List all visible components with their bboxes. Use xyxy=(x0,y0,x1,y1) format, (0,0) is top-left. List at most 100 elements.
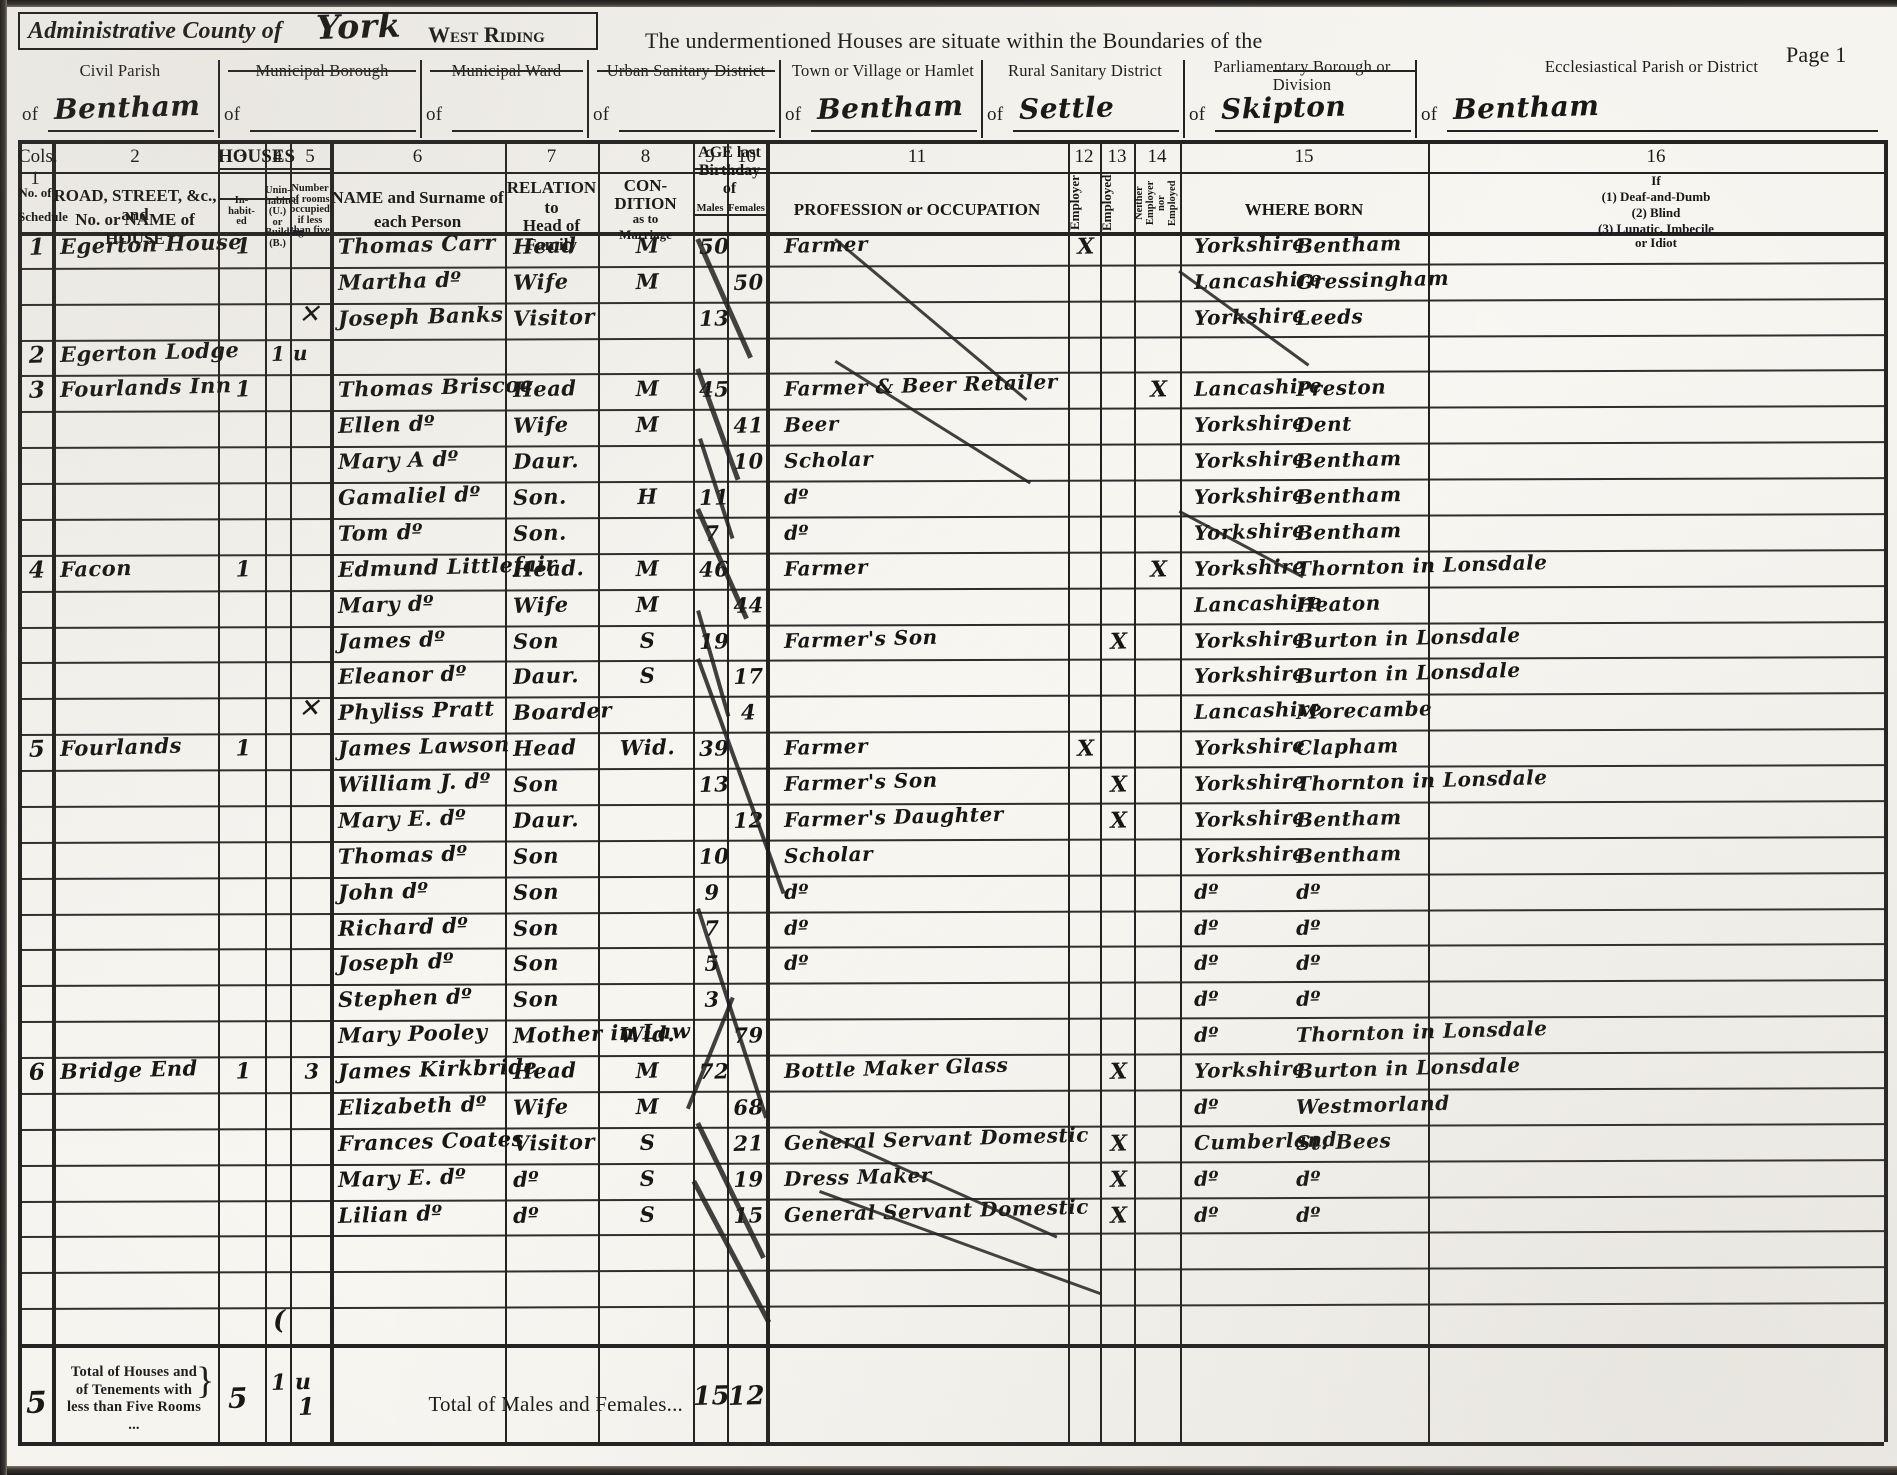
rule-age-underline xyxy=(693,168,766,170)
header-whereborn: WHERE BORN xyxy=(1244,200,1364,219)
column-number: 10 xyxy=(737,146,756,167)
district-label: Civil Parish xyxy=(79,61,161,80)
rule-column xyxy=(1134,140,1136,1442)
district-rule xyxy=(250,130,416,132)
column-number: 2 xyxy=(130,146,140,167)
header-condition: CON- xyxy=(623,176,668,195)
header-condition-3: as to xyxy=(632,211,659,226)
totals-schedule: 5 xyxy=(25,1385,48,1421)
rule-column xyxy=(1428,140,1430,1442)
cell-employed: X xyxy=(1109,771,1129,798)
cell-condition: S xyxy=(639,1201,656,1227)
rule-column xyxy=(693,140,695,1442)
district-value: Skipton xyxy=(1220,89,1347,126)
cell-house: Egerton House xyxy=(59,228,243,259)
cell-condition: M xyxy=(635,411,660,438)
column-number: 16 xyxy=(1646,146,1666,167)
cell-name: John dº xyxy=(337,877,429,905)
rule-column xyxy=(1068,140,1070,1442)
rule-row xyxy=(17,1266,1884,1274)
county-box xyxy=(18,12,598,50)
cell-born-place: Morecambe xyxy=(1295,696,1433,725)
district-divider xyxy=(1183,60,1185,138)
rule-row xyxy=(17,1015,1884,1023)
cell-name: Thomas dº xyxy=(337,840,468,869)
rule-row xyxy=(17,656,1884,664)
district-of: of xyxy=(22,104,39,125)
cell-relation: Mother in Law xyxy=(512,1018,691,1049)
cell-employed: X xyxy=(1109,1201,1129,1229)
column-number: 13 xyxy=(1107,146,1127,167)
cell-name: Frances Coates xyxy=(337,1125,525,1156)
cell-condition: M xyxy=(635,1057,660,1084)
cell-schedule: 2 xyxy=(28,341,46,369)
cell-condition: M xyxy=(635,555,660,581)
district-rule xyxy=(811,130,977,132)
header-neither: Neither Employer nor Employed xyxy=(1134,180,1179,226)
page-edge-left xyxy=(0,0,7,1475)
district-rule xyxy=(1447,130,1878,132)
cell-name: Thomas Carr xyxy=(337,229,497,259)
district-rule xyxy=(48,130,214,132)
cell-house: Bridge End xyxy=(59,1055,199,1085)
cell-relation: Son xyxy=(512,842,560,869)
cell-name: Ellen dº xyxy=(337,410,436,439)
cell-name: Martha dº xyxy=(337,266,462,295)
cell-name: Thomas Briscoe xyxy=(337,372,534,403)
top-banner: The undermentioned Houses are situate wi… xyxy=(645,28,1263,53)
cell-name: Mary E. dº xyxy=(337,1163,467,1192)
district-value: Bentham xyxy=(816,88,964,126)
district-of: of xyxy=(224,104,241,125)
cell-relation: Son xyxy=(512,914,560,941)
header-relation: RELATION xyxy=(506,178,597,197)
cell-condition: M xyxy=(635,232,660,259)
district-of: of xyxy=(426,104,443,125)
cell-name: Joseph dº xyxy=(337,948,455,977)
cell-born-place: Bentham xyxy=(1295,446,1402,474)
cell-name: Phyliss Pratt xyxy=(337,695,495,726)
cell-relation: Visitor xyxy=(512,303,596,331)
county-riding: West Riding xyxy=(428,22,545,47)
district-divider xyxy=(218,60,220,138)
page-label: Page 1 xyxy=(1786,42,1847,67)
cell-house: Facon xyxy=(59,554,133,582)
district-value: Bentham xyxy=(1452,88,1600,126)
cell-inhabited: 1 xyxy=(235,1058,252,1085)
cell-age-female: 4 xyxy=(740,699,757,726)
cell-schedule: 5 xyxy=(28,735,46,764)
cell-born-place: Bentham xyxy=(1295,482,1402,510)
header-name: NAME and Surname of xyxy=(331,188,504,207)
cell-relation: Visitor xyxy=(512,1128,596,1156)
cell-relation: Daur. xyxy=(512,662,580,690)
cell-condition: M xyxy=(635,591,660,617)
totals-males: 15 xyxy=(692,1380,731,1412)
cell-relation: Head. xyxy=(512,554,585,582)
cell-inhabited: 1 xyxy=(235,735,252,762)
cell-name: Mary E. dº xyxy=(337,804,467,833)
rule-column xyxy=(290,140,292,1442)
rule-totals-bottom xyxy=(18,1442,1884,1446)
district-strike xyxy=(1273,70,1417,72)
cell-employer: X xyxy=(1076,233,1096,260)
cell-relation: Son xyxy=(512,878,560,905)
cell-name: Mary A dº xyxy=(337,445,460,475)
cell-relation: Boarder xyxy=(512,697,613,726)
district-rule xyxy=(452,130,583,132)
cell-employer: X xyxy=(1076,735,1096,763)
district-divider xyxy=(779,60,781,138)
cell-relation: Head xyxy=(512,1057,577,1085)
cell-name: Eleanor dº xyxy=(337,660,468,690)
rule-colnum-bottom xyxy=(18,172,1884,174)
cell-schedule: 1 xyxy=(28,233,46,261)
column-number: 12 xyxy=(1074,146,1094,167)
cell-employed: X xyxy=(1109,1058,1129,1085)
column-number: 11 xyxy=(907,146,927,167)
page-edge-top xyxy=(0,0,1897,7)
cell-relation: Son xyxy=(512,986,560,1013)
district-rule xyxy=(1215,130,1411,132)
header-uninhabited: Unin- habited (U.) or Building (B.) xyxy=(265,185,304,249)
district-value: Bentham xyxy=(53,88,201,126)
header-employed: Employed xyxy=(1099,174,1114,232)
rule-houses-underline xyxy=(218,168,330,170)
